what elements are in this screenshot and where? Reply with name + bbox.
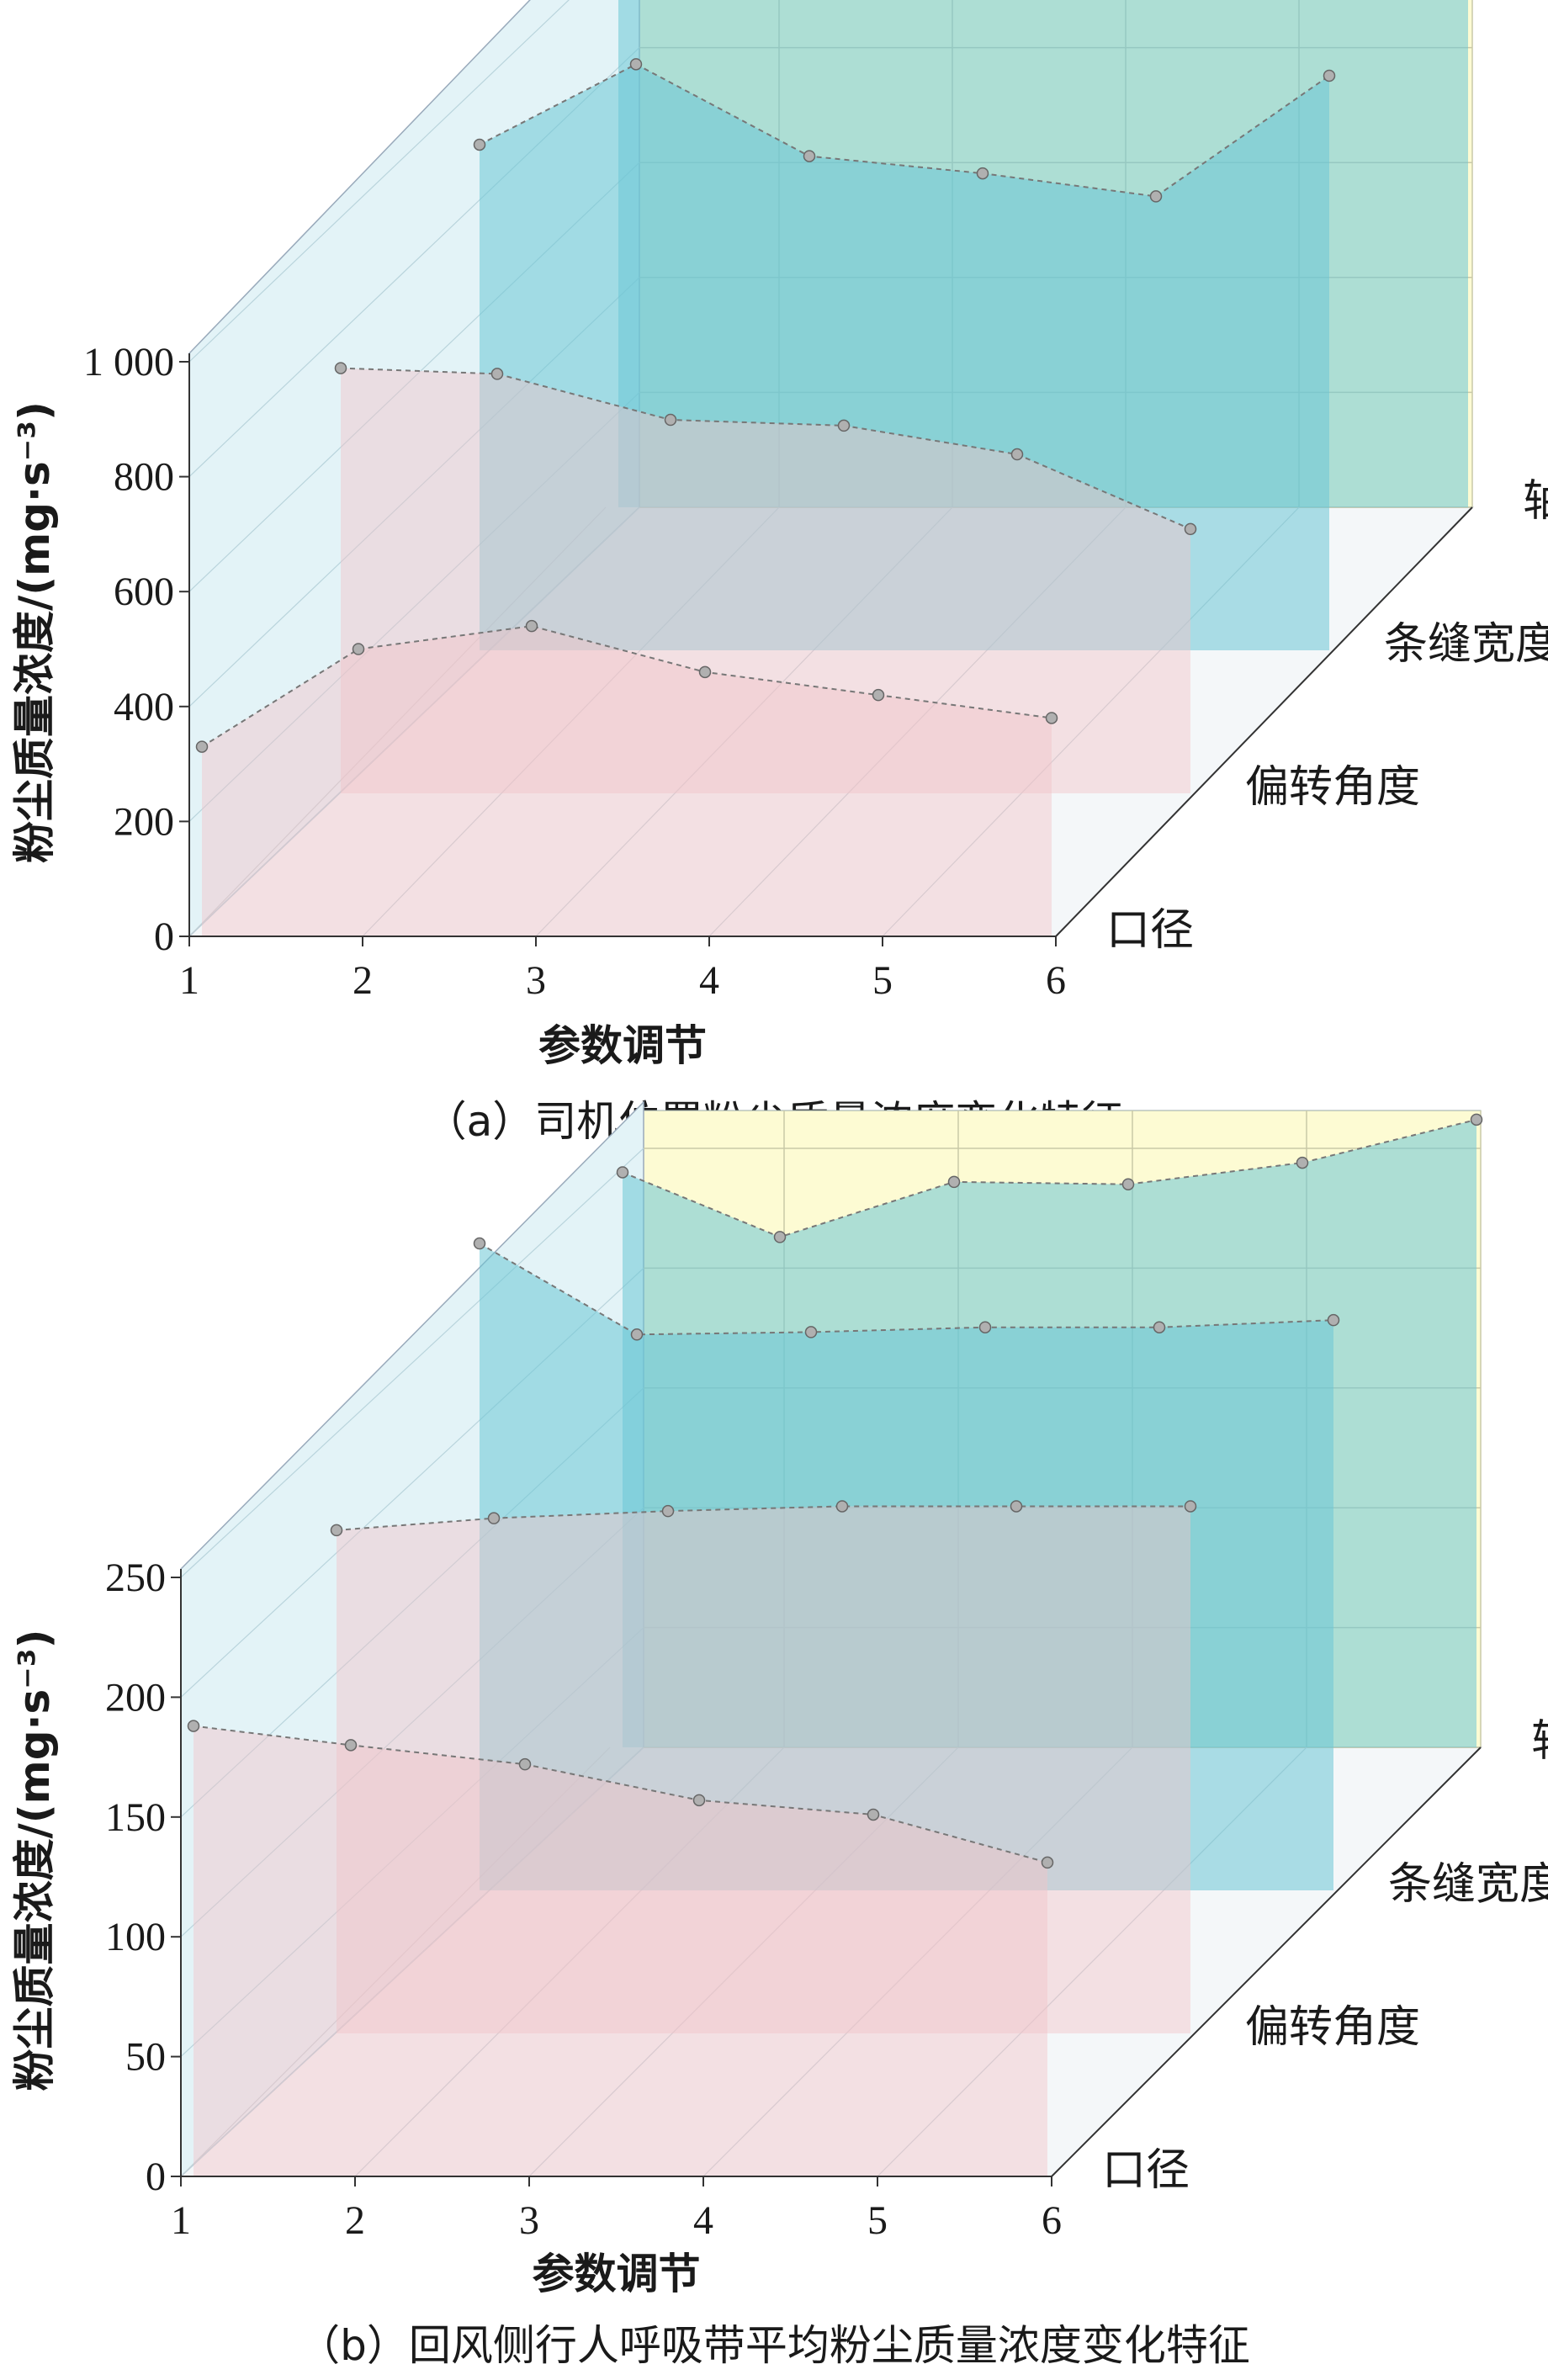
data-point (487, 1512, 501, 1524)
y-tick-label: 50 (125, 2035, 166, 2080)
x-tick-label: 5 (872, 958, 893, 1003)
data-point (1010, 448, 1024, 461)
data-point (1184, 522, 1197, 536)
series-line-1 (340, 367, 1191, 530)
series-line-3 (622, 1118, 1477, 1238)
x-tick-label: 6 (1046, 958, 1066, 1003)
series-area-2 (480, 1243, 1333, 1890)
y-tick-label: 150 (105, 1795, 166, 1840)
series-line-0 (193, 1725, 1048, 1863)
chart-panel-b: 轴径风量比条缝宽度偏转角度口径 0 50 100 150 200 250 1 2 3 4 5 6 参数调节… (10, 1100, 1548, 2370)
series-label: 口径 (1102, 2145, 1190, 2196)
series-line-2 (479, 1243, 1334, 1336)
series-line-1 (336, 1505, 1190, 1531)
data-point (976, 167, 989, 180)
data-point (629, 58, 643, 71)
data-point (872, 688, 885, 702)
x-tick-label: 1 (171, 2198, 191, 2243)
data-point (1327, 1313, 1340, 1327)
series-label: 偏转角度 (1245, 762, 1420, 813)
y-tick-label: 100 (105, 1915, 166, 1959)
depth-axis (1055, 506, 1473, 937)
data-point (1323, 69, 1336, 82)
grid-line (180, 1148, 644, 1578)
data-point (616, 1166, 629, 1179)
series-area-1 (341, 368, 1190, 793)
data-point (518, 1757, 532, 1771)
y-tick-label: 1 000 (83, 340, 174, 384)
data-point (664, 413, 677, 427)
data-point (803, 150, 816, 162)
data-point (1045, 712, 1058, 724)
x-tick-label: 1 (179, 958, 199, 1003)
x-tick-label: 3 (526, 958, 546, 1003)
data-point (661, 1504, 675, 1518)
data-point (978, 1321, 992, 1333)
x-tick-label: 4 (699, 958, 719, 1003)
y-axis-title: 粉尘质量浓度/(mg·s⁻³) (10, 401, 59, 863)
series-area-2 (480, 64, 1329, 651)
chart-panel-a: 轴径风量比条缝宽度偏转角度口径 0 200 400 600 800 1 000 1 2 3 4 5 6 参… (10, 0, 1548, 1146)
x-tick-label: 2 (345, 2198, 365, 2243)
data-point (1121, 1178, 1135, 1190)
data-point (187, 1720, 200, 1732)
data-point (1470, 1113, 1483, 1126)
data-point (490, 368, 504, 380)
data-point (630, 1328, 644, 1341)
grid-line (188, 0, 570, 363)
data-point (867, 1808, 880, 1821)
x-tick-label: 2 (353, 958, 373, 1003)
y-tick-label: 800 (114, 455, 174, 500)
data-point (473, 138, 486, 151)
series-label: 轴径风量比 (1531, 1716, 1548, 1767)
data-point (1153, 1321, 1166, 1333)
data-point (692, 1794, 706, 1807)
data-point (1184, 1500, 1197, 1513)
series-label: 条缝宽度 (1388, 1859, 1548, 1910)
depth-axis (1051, 1747, 1482, 2177)
x-tick-label: 4 (693, 2198, 713, 2243)
data-point (773, 1231, 787, 1243)
x-axis-title: 参数调节 (533, 2250, 701, 2298)
y-tick-label: 0 (146, 2155, 166, 2199)
data-point (1010, 1500, 1023, 1513)
data-point (195, 740, 209, 753)
series-label: 偏转角度 (1245, 2002, 1420, 2053)
x-axis-title: 参数调节 (538, 1021, 707, 1070)
data-point (1041, 1856, 1054, 1869)
x-tick-label: 3 (519, 2198, 539, 2243)
data-point (835, 1500, 849, 1513)
series-area-0 (194, 1725, 1047, 2176)
series-label: 口径 (1106, 905, 1194, 956)
y-tick-label: 200 (114, 799, 174, 844)
data-point (1149, 190, 1163, 203)
y-tick-label: 600 (114, 570, 174, 614)
data-point (525, 619, 538, 633)
y-tick-label: 250 (105, 1556, 166, 1600)
data-point (698, 665, 712, 679)
y-axis-title: 粉尘质量浓度/(mg·s⁻³) (10, 1630, 59, 2091)
data-point (804, 1326, 818, 1338)
data-point (1296, 1156, 1309, 1169)
data-point (947, 1175, 961, 1189)
data-point (334, 362, 347, 374)
series-area-1 (337, 1506, 1190, 2033)
y-tick-label: 200 (105, 1675, 166, 1720)
data-point (837, 419, 851, 432)
data-point (473, 1237, 486, 1250)
y-tick-label: 0 (154, 914, 174, 959)
data-point (352, 643, 365, 655)
data-point (344, 1739, 358, 1752)
x-tick-label: 6 (1042, 2198, 1062, 2243)
data-point (330, 1524, 343, 1537)
figure-caption: （b）回风侧行人呼吸带平均粉尘质量浓度变化特征 (298, 2321, 1250, 2370)
y-tick-label: 400 (114, 685, 174, 729)
x-tick-label: 5 (867, 2198, 888, 2243)
series-line-0 (201, 625, 1052, 748)
series-label: 轴径风量比 (1523, 476, 1548, 527)
series-area-0 (202, 626, 1052, 936)
series-label: 条缝宽度 (1384, 619, 1548, 670)
